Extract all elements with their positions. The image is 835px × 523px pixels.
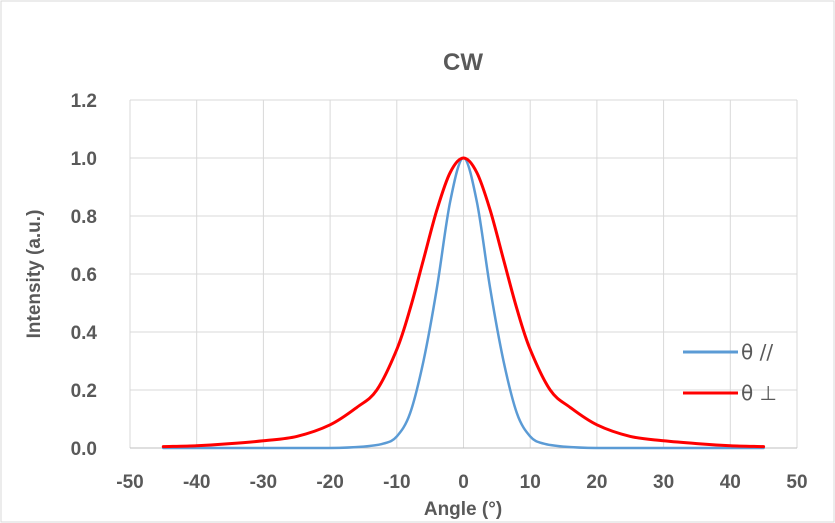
x-tick-label: 40 (720, 472, 741, 493)
y-tick-label: 0.0 (71, 439, 97, 460)
x-tick-label: -50 (116, 472, 143, 493)
legend-label-1: θ ⊥ (741, 381, 777, 405)
y-tick-label: 1.2 (71, 91, 97, 112)
x-tick-label: 20 (586, 472, 607, 493)
x-tick-labels: -50 -40 -30 -20 -10 0 10 20 30 40 50 (116, 472, 807, 493)
grid-lines (129, 99, 798, 449)
series-line-1 (161, 156, 766, 449)
x-tick-label: -30 (250, 472, 277, 493)
chart-title: CW (443, 49, 483, 76)
y-tick-labels: 0.0 0.2 0.4 0.6 0.8 1.0 1.2 (71, 91, 98, 460)
series-lines (161, 156, 766, 450)
y-tick-label: 0.4 (71, 323, 98, 344)
y-axis-title: Intensity (a.u.) (24, 210, 45, 339)
x-tick-label: -40 (183, 472, 210, 493)
y-tick-label: 0.6 (71, 265, 97, 286)
legend-label-0: θ // (741, 340, 773, 364)
x-tick-label: -20 (316, 472, 343, 493)
x-tick-label: 50 (786, 472, 807, 493)
x-axis-title: Angle (°) (424, 499, 502, 520)
x-tick-label: -10 (383, 472, 410, 493)
y-tick-label: 0.2 (71, 381, 97, 402)
x-tick-label: 0 (458, 472, 469, 493)
legend: θ // θ ⊥ (683, 340, 777, 405)
y-tick-label: 1.0 (71, 149, 97, 170)
x-tick-label: 30 (653, 472, 674, 493)
y-tick-label: 0.8 (71, 207, 97, 228)
x-tick-label: 10 (520, 472, 541, 493)
